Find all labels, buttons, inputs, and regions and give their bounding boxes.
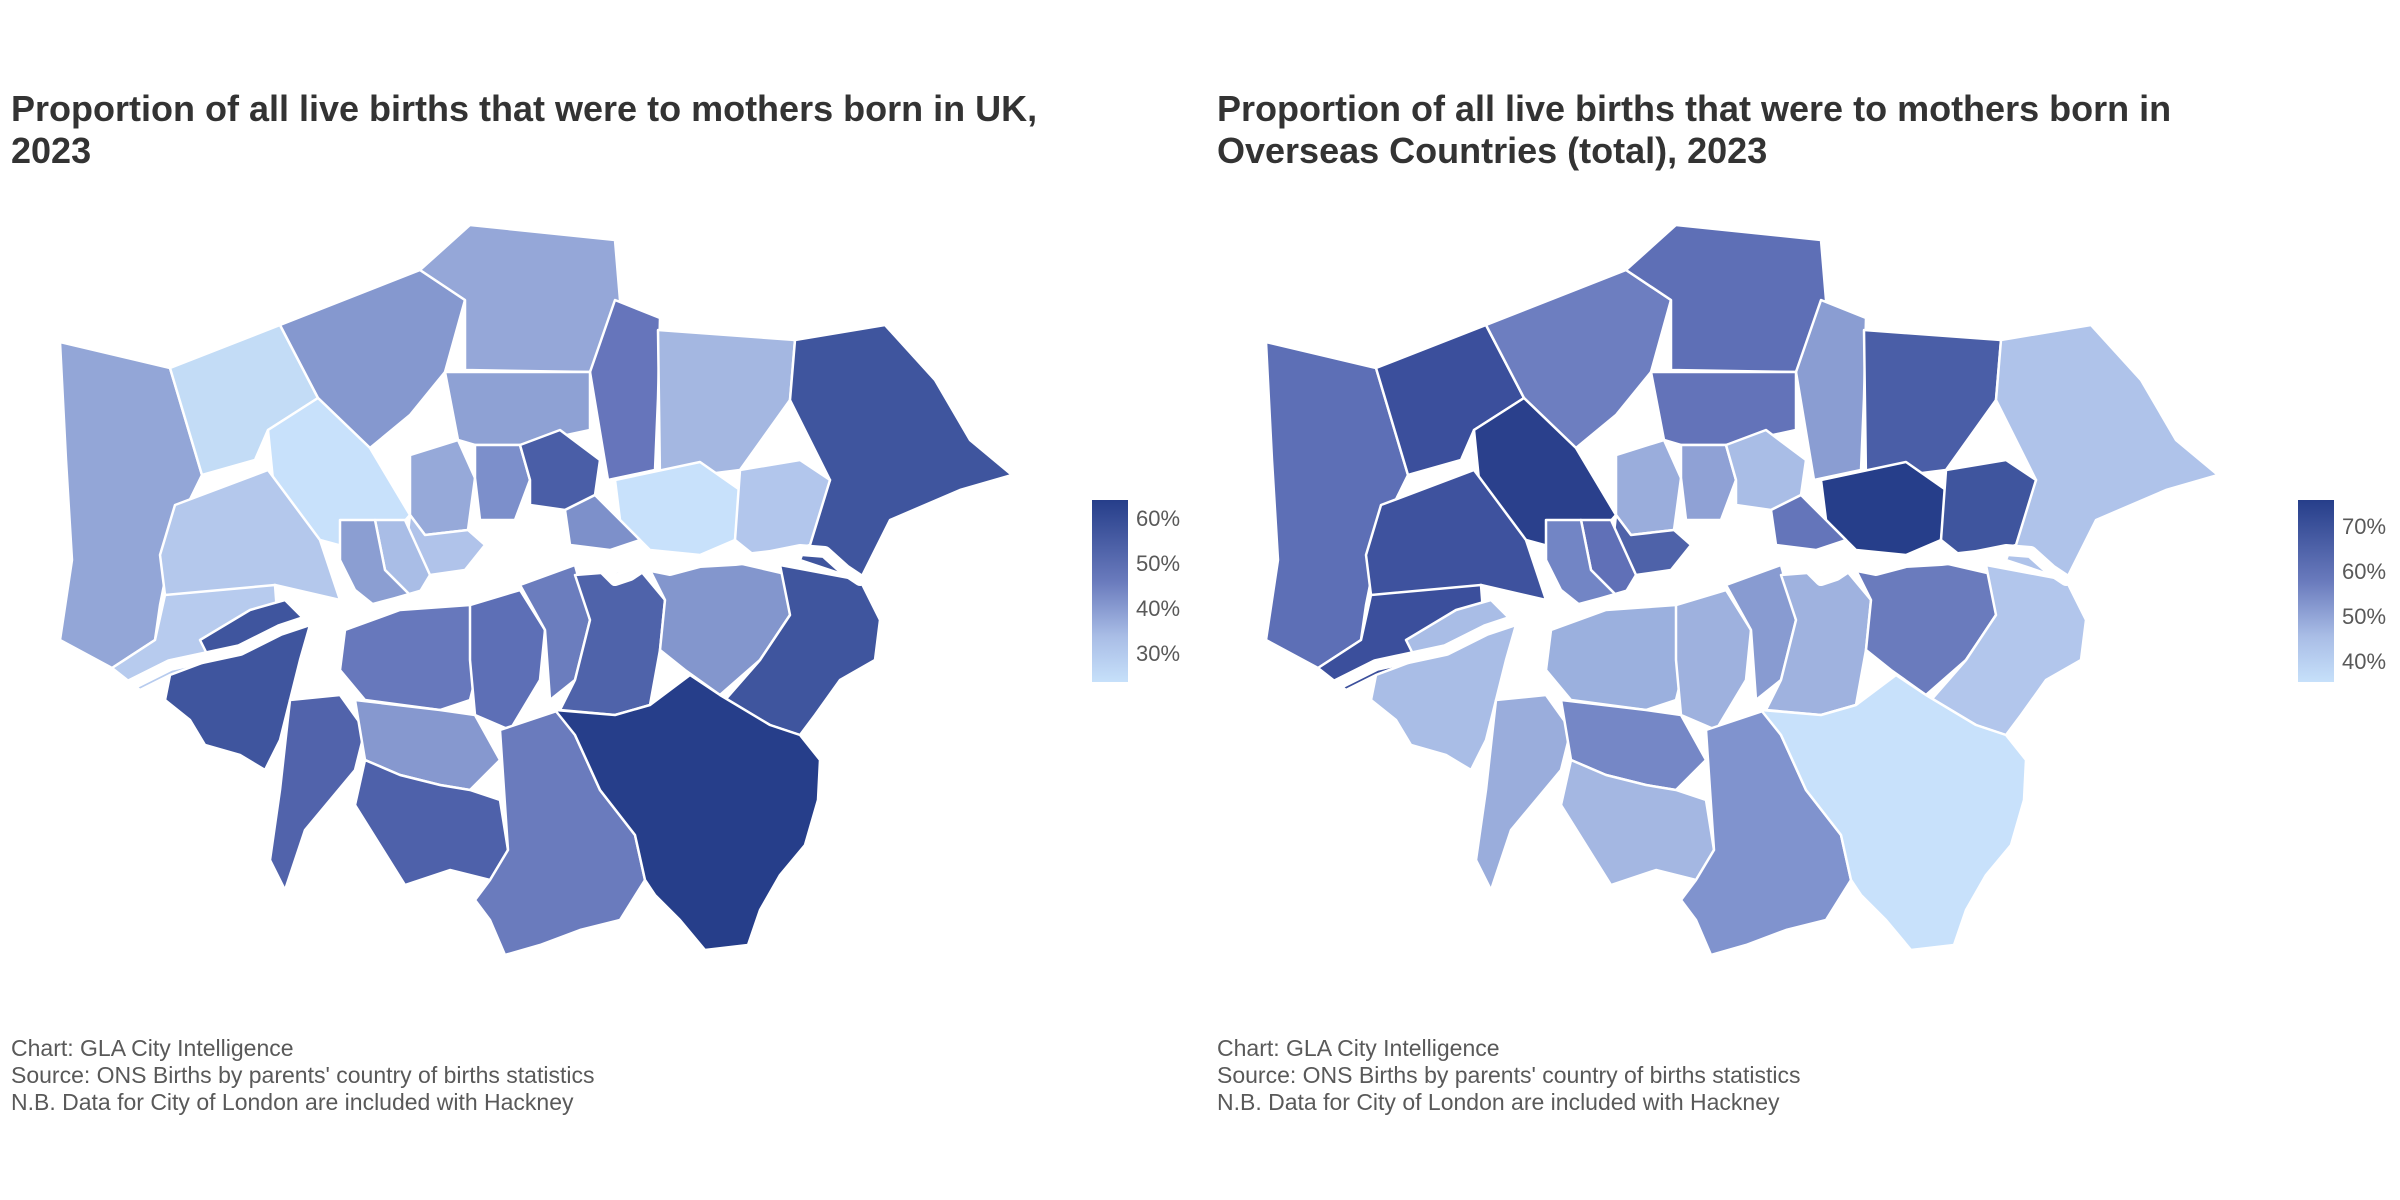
borough-lambeth — [1674, 588, 1753, 732]
borough-islington — [473, 443, 532, 522]
borough-kingston — [1474, 693, 1573, 892]
borough-tower-hamlets — [563, 493, 642, 552]
borough-greenwich — [1854, 558, 1998, 697]
borough-haringey — [1649, 370, 1798, 447]
chart-caption: Chart: GLA City Intelligence Source: ONS… — [1217, 1035, 1800, 1116]
legend-tick: 70% — [2342, 514, 2387, 539]
borough-redbridge — [656, 328, 797, 482]
borough-bexley — [1929, 563, 2088, 737]
chart-caption: Chart: GLA City Intelligence Source: ONS… — [11, 1035, 594, 1116]
caption-note: N.B. Data for City of London are include… — [11, 1089, 574, 1115]
borough-havering — [788, 323, 1014, 582]
map-panel-uk: Proportion of all live births that were … — [11, 88, 1181, 1116]
borough-wandsworth — [1544, 603, 1688, 712]
legend-tick: 50% — [2342, 604, 2387, 629]
caption-source: Source: ONS Births by parents' country o… — [1217, 1062, 1801, 1088]
map-panel-overseas: Proportion of all live births that were … — [1206, 0, 2400, 1200]
legend-tick: 30% — [1136, 641, 1181, 666]
river-thames — [1320, 542, 2072, 696]
borough-greenwich — [648, 558, 792, 697]
borough-richmond — [1369, 598, 1518, 772]
london-borough-map — [58, 223, 1014, 957]
borough-haringey — [443, 370, 592, 447]
caption-credit: Chart: GLA City Intelligence — [11, 1035, 294, 1061]
borough-wandsworth — [338, 603, 482, 712]
london-borough-map — [1264, 223, 2220, 957]
legend-gradient — [1092, 500, 1128, 682]
borough-bromley — [1759, 673, 2028, 952]
borough-bromley — [553, 673, 822, 952]
boroughs — [58, 223, 1014, 957]
boroughs — [1264, 223, 2220, 957]
borough-redbridge — [1862, 328, 2003, 482]
borough-havering — [1994, 323, 2220, 582]
legend-tick: 60% — [2342, 559, 2387, 584]
caption-credit: Chart: GLA City Intelligence — [1217, 1035, 1500, 1061]
borough-camden — [1614, 438, 1683, 537]
borough-camden — [408, 438, 477, 537]
borough-richmond — [163, 598, 312, 772]
map-title: Proportion of all live births that were … — [11, 88, 1038, 171]
borough-tower-hamlets — [1769, 493, 1848, 552]
borough-islington — [1679, 443, 1738, 522]
borough-lambeth — [468, 588, 547, 732]
caption-note: N.B. Data for City of London are include… — [1217, 1089, 1780, 1115]
borough-bexley — [723, 563, 882, 737]
river-thames — [114, 542, 866, 696]
legend-tick: 60% — [1136, 506, 1181, 531]
legend-tick: 40% — [1136, 596, 1181, 621]
map-title: Proportion of all live births that were … — [1217, 88, 2172, 171]
legend-tick: 40% — [2342, 649, 2387, 674]
legend-gradient — [2298, 500, 2334, 682]
legend-tick: 50% — [1136, 551, 1181, 576]
borough-kingston — [268, 693, 367, 892]
caption-source: Source: ONS Births by parents' country o… — [11, 1062, 595, 1088]
